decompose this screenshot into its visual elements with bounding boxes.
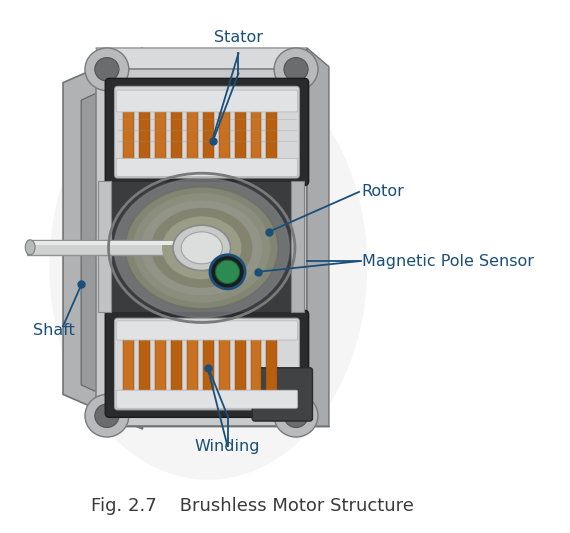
- Bar: [187, 94, 198, 172]
- Text: Winding: Winding: [195, 439, 260, 454]
- FancyBboxPatch shape: [252, 368, 312, 421]
- Ellipse shape: [141, 200, 262, 295]
- Bar: [219, 94, 230, 172]
- Polygon shape: [96, 48, 307, 69]
- Bar: [155, 328, 166, 402]
- Circle shape: [95, 404, 119, 427]
- Text: Fig. 2.7    Brushless Motor Structure: Fig. 2.7 Brushless Motor Structure: [91, 497, 414, 515]
- Ellipse shape: [151, 208, 253, 288]
- Ellipse shape: [133, 193, 270, 302]
- FancyBboxPatch shape: [116, 321, 298, 340]
- Bar: [266, 94, 278, 172]
- Text: Magnetic Pole Sensor: Magnetic Pole Sensor: [362, 254, 534, 269]
- Bar: [187, 328, 198, 402]
- Ellipse shape: [181, 232, 222, 264]
- Circle shape: [85, 48, 129, 91]
- Bar: [171, 94, 182, 172]
- FancyBboxPatch shape: [115, 318, 299, 410]
- Ellipse shape: [50, 53, 367, 480]
- Polygon shape: [307, 48, 329, 426]
- Ellipse shape: [173, 225, 230, 270]
- Bar: [155, 94, 166, 172]
- Ellipse shape: [125, 187, 279, 309]
- Bar: [291, 181, 304, 312]
- Circle shape: [284, 404, 308, 427]
- Ellipse shape: [25, 240, 35, 255]
- Polygon shape: [63, 48, 142, 429]
- Bar: [235, 328, 246, 402]
- FancyBboxPatch shape: [116, 390, 298, 408]
- Circle shape: [215, 260, 239, 284]
- Text: Stator: Stator: [214, 30, 263, 45]
- Bar: [97, 181, 111, 312]
- Bar: [171, 328, 182, 402]
- Bar: [251, 328, 262, 402]
- Circle shape: [95, 58, 119, 81]
- Bar: [123, 328, 135, 402]
- FancyBboxPatch shape: [105, 310, 308, 417]
- Polygon shape: [81, 76, 135, 409]
- Bar: [27, 241, 203, 245]
- Bar: [96, 69, 307, 426]
- FancyBboxPatch shape: [115, 86, 299, 178]
- Bar: [27, 240, 203, 255]
- Circle shape: [210, 255, 245, 289]
- Bar: [251, 94, 262, 172]
- Bar: [203, 328, 214, 402]
- Text: Rotor: Rotor: [362, 184, 405, 199]
- Text: Shaft: Shaft: [33, 323, 75, 338]
- Bar: [123, 94, 135, 172]
- Bar: [235, 94, 246, 172]
- Ellipse shape: [114, 178, 290, 318]
- Circle shape: [274, 394, 318, 437]
- FancyBboxPatch shape: [116, 158, 298, 176]
- FancyBboxPatch shape: [116, 90, 298, 112]
- Bar: [139, 328, 150, 402]
- Ellipse shape: [162, 216, 242, 279]
- Bar: [203, 94, 214, 172]
- Circle shape: [274, 48, 318, 91]
- Circle shape: [284, 58, 308, 81]
- Bar: [139, 94, 150, 172]
- FancyBboxPatch shape: [105, 78, 308, 185]
- Bar: [266, 328, 278, 402]
- Bar: [219, 328, 230, 402]
- Circle shape: [85, 394, 129, 437]
- Bar: [109, 181, 304, 312]
